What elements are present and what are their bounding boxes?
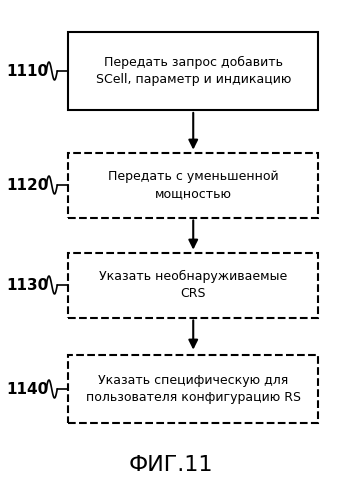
Text: 1110: 1110 <box>6 64 49 78</box>
Bar <box>68 32 318 110</box>
Text: 1140: 1140 <box>6 382 49 396</box>
Text: Указать необнаруживаемые
CRS: Указать необнаруживаемые CRS <box>99 270 287 300</box>
Text: Указать специфическую для
пользователя конфигурацию RS: Указать специфическую для пользователя к… <box>86 374 301 404</box>
Bar <box>68 355 318 422</box>
Text: Передать запрос добавить
SCell, параметр и индикацию: Передать запрос добавить SCell, параметр… <box>95 56 291 86</box>
Text: Передать с уменьшенной
мощностью: Передать с уменьшенной мощностью <box>108 170 278 200</box>
Text: 1130: 1130 <box>6 278 49 292</box>
Bar <box>68 252 318 318</box>
Bar <box>68 152 318 218</box>
Text: ФИГ.11: ФИГ.11 <box>129 455 213 475</box>
Text: 1120: 1120 <box>6 178 49 192</box>
